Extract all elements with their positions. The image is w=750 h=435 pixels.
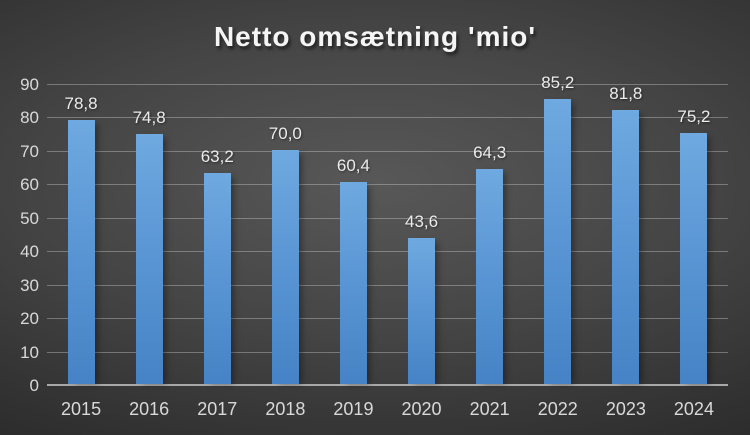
x-tick-label: 2021 (469, 399, 510, 419)
y-tick-label: 70 (20, 141, 39, 161)
x-tick-label: 2022 (537, 399, 578, 419)
gridline (47, 217, 728, 219)
data-label: 85,2 (541, 73, 575, 93)
y-tick-label: 0 (29, 376, 39, 395)
data-label: 74,8 (132, 107, 166, 127)
bar-2022 (544, 99, 572, 384)
data-label: 43,6 (405, 212, 439, 232)
gridline (47, 84, 728, 85)
bar-2021 (476, 168, 504, 384)
x-tick-label: 2016 (129, 399, 170, 419)
x-tick-label: 2023 (605, 399, 646, 419)
data-label: 78,8 (64, 94, 98, 114)
data-label: 60,4 (336, 156, 370, 175)
plot-area: 0 10 20 30 40 50 60 70 80 90 78,8 2015 74,8 2016 63,2 2… (20, 73, 728, 419)
bar-2015 (67, 120, 95, 384)
y-tick-label: 60 (20, 175, 39, 195)
gridline (47, 184, 728, 186)
data-label: 63,2 (200, 146, 234, 166)
y-tick-label: 50 (20, 208, 39, 228)
y-tick-label: 90 (20, 75, 39, 94)
bar-2020 (408, 238, 436, 384)
gridline (47, 351, 728, 353)
data-label: 64,3 (473, 142, 507, 162)
bar-2024 (680, 132, 708, 384)
x-tick-label: 2015 (61, 399, 102, 419)
data-label: 70,0 (268, 123, 302, 143)
bar-2023 (612, 110, 640, 384)
data-label: 75,2 (677, 106, 711, 126)
x-tick-label: 2024 (673, 399, 714, 419)
data-label: 81,8 (609, 84, 643, 104)
gridline (47, 150, 728, 152)
gridline (47, 318, 728, 320)
bar-2019 (339, 182, 367, 384)
gridline (47, 117, 728, 119)
x-tick-label: 2019 (333, 399, 374, 419)
y-tick-label: 80 (20, 108, 39, 128)
x-tick-label: 2018 (265, 399, 306, 419)
gridline (47, 284, 728, 286)
y-tick-label: 40 (20, 242, 39, 262)
y-tick-label: 20 (20, 309, 39, 329)
x-tick-label: 2017 (197, 399, 238, 419)
gridline (47, 251, 728, 253)
chart-title: Netto omsætning 'mio' (213, 21, 537, 52)
y-tick-label: 30 (20, 275, 39, 295)
y-tick-label: 10 (20, 342, 39, 362)
bar-2016 (135, 133, 163, 384)
bar-2018 (271, 149, 299, 384)
bar-2017 (203, 172, 231, 384)
x-axis-line (47, 384, 728, 386)
x-tick-label: 2020 (401, 399, 442, 419)
